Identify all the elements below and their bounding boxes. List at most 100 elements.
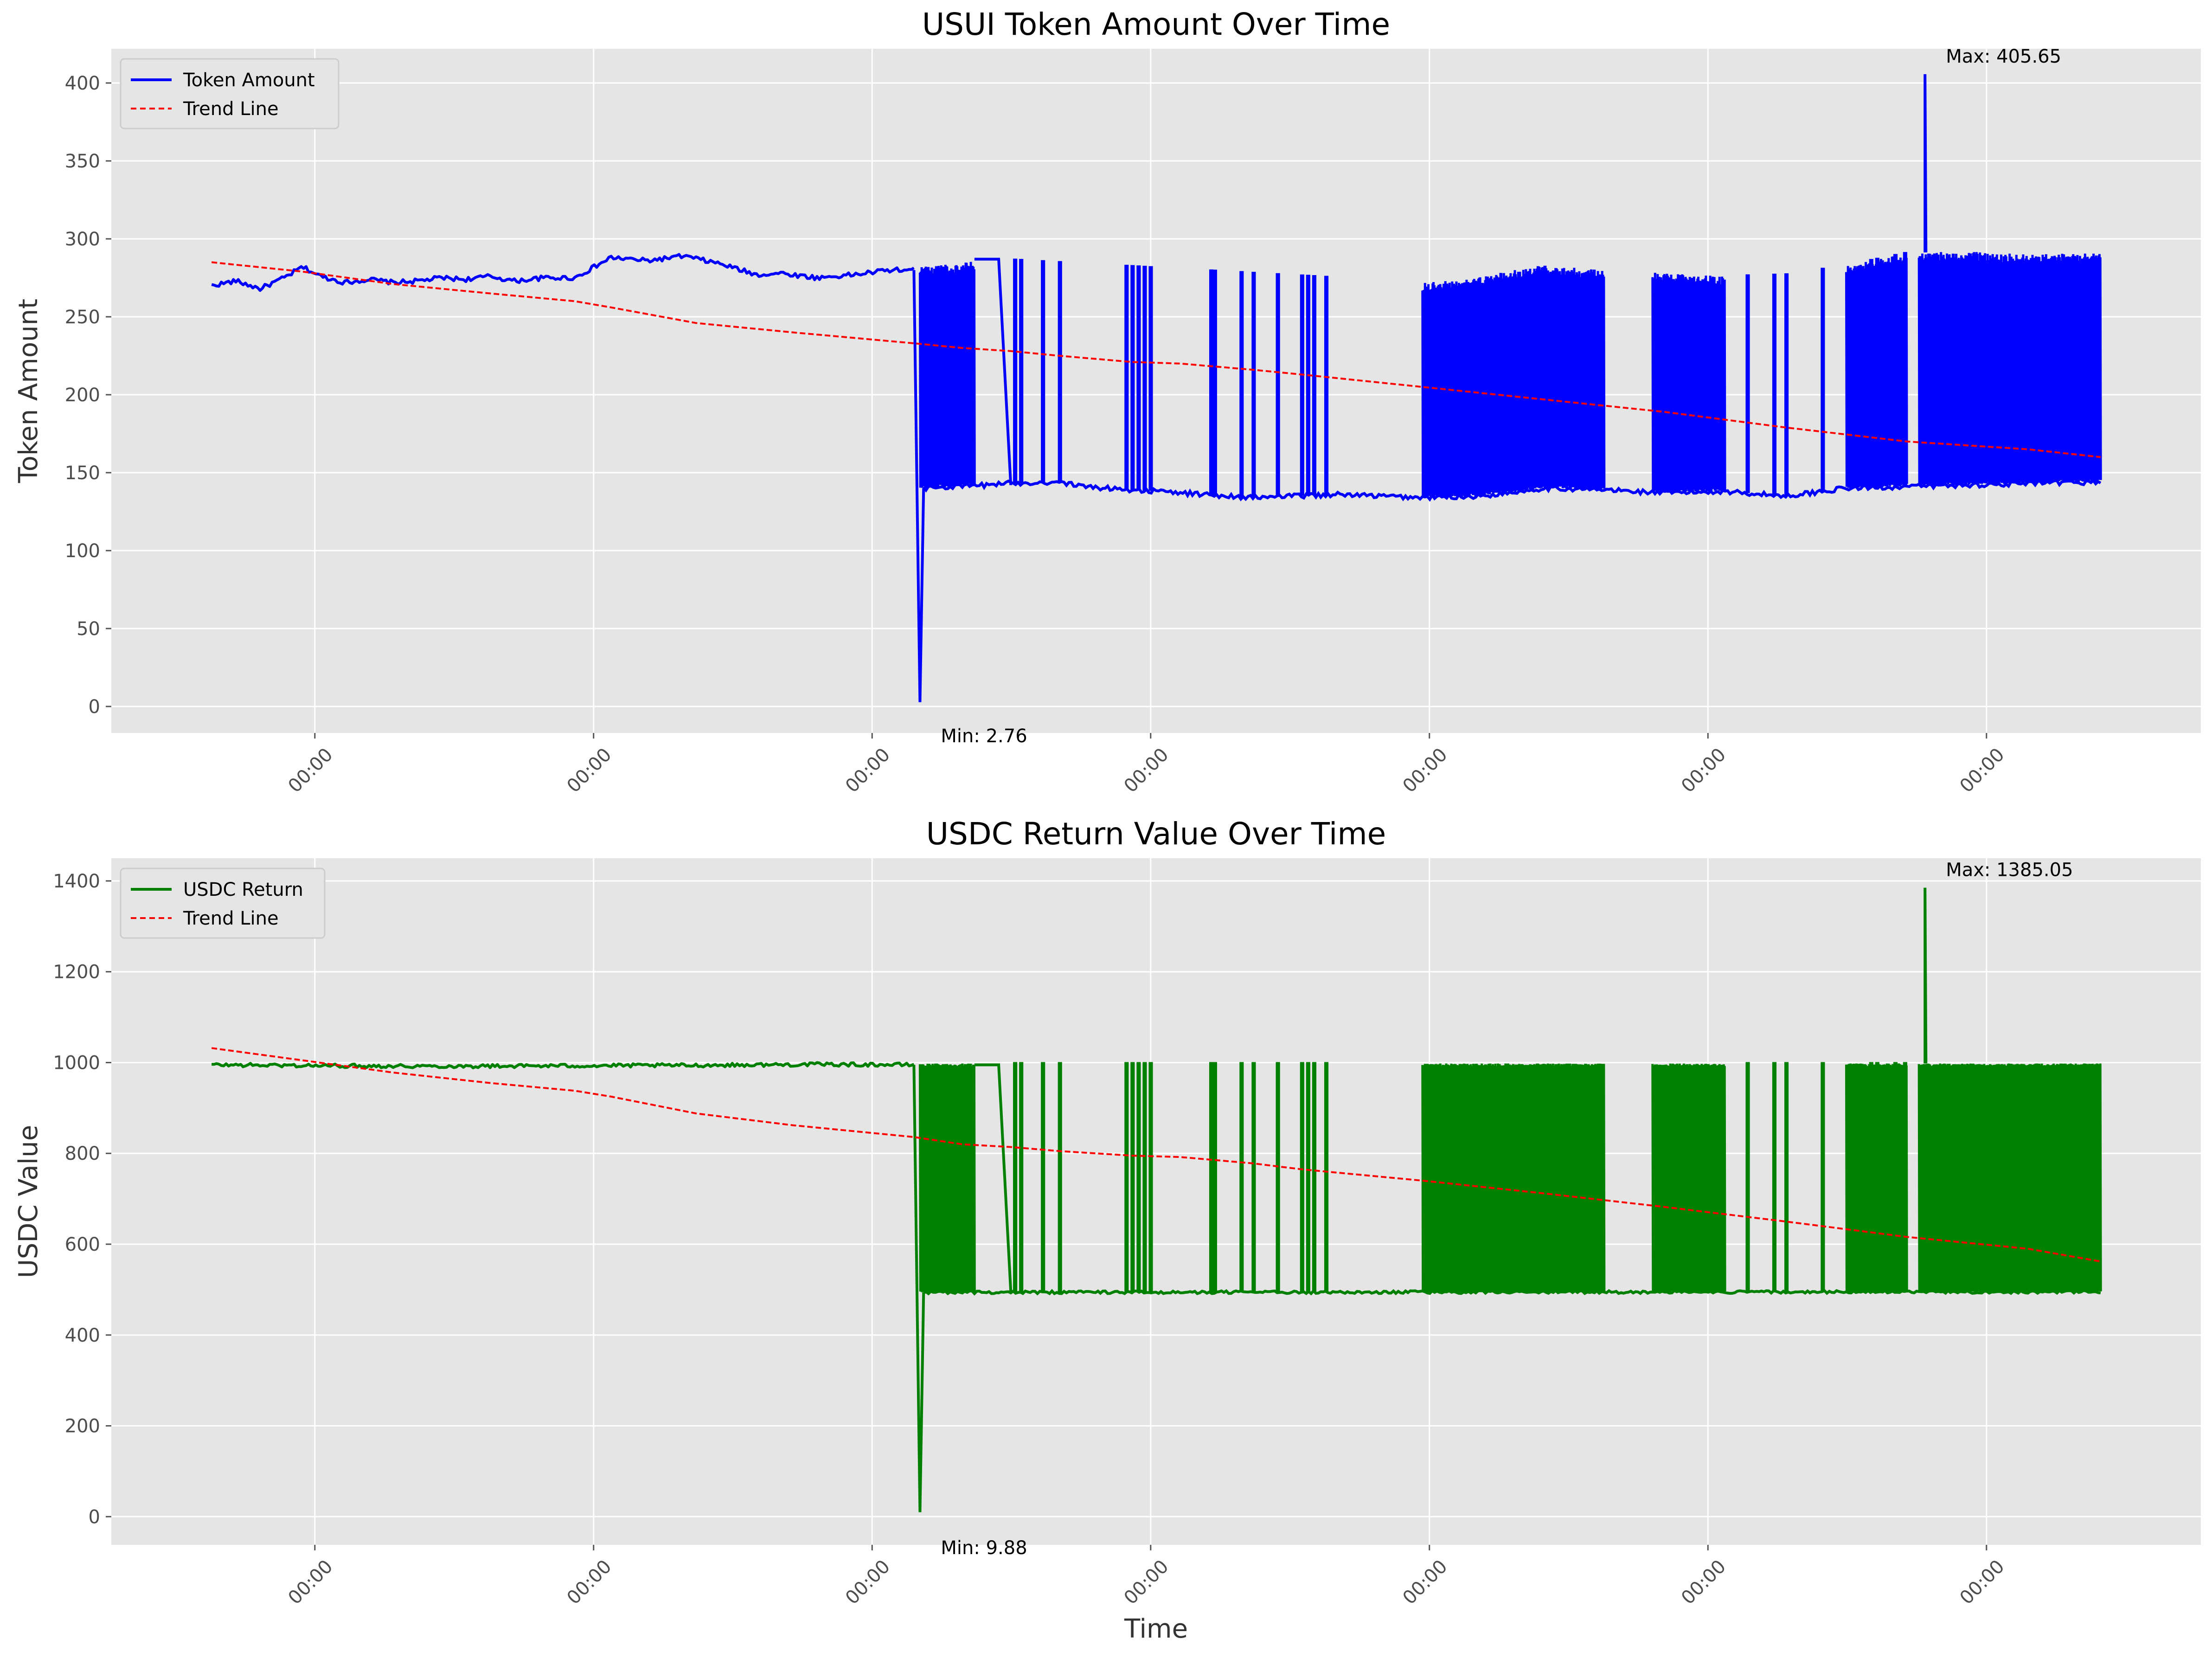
series-spike bbox=[1276, 273, 1280, 497]
series-spike bbox=[1058, 261, 1062, 482]
y-tick-label: 250 bbox=[65, 307, 100, 328]
series-line-drop bbox=[912, 1065, 925, 1512]
legend-label: Token Amount bbox=[183, 70, 315, 91]
series-spike bbox=[1058, 1062, 1062, 1292]
y-tick-label: 0 bbox=[89, 1506, 100, 1528]
y-tick-label: 0 bbox=[89, 696, 100, 718]
series-spike bbox=[1306, 275, 1310, 496]
series-dense-block bbox=[1421, 265, 1606, 497]
legend-label: USDC Return bbox=[183, 879, 303, 900]
trend-line bbox=[211, 1047, 2101, 1263]
series-spike bbox=[1239, 1062, 1244, 1292]
series-spike bbox=[1306, 1062, 1310, 1292]
y-tick-label: 1000 bbox=[53, 1052, 100, 1073]
x-tick-label: 00:00 bbox=[563, 744, 616, 797]
y-tick-label: 1400 bbox=[53, 871, 100, 892]
annotation-max: Max: 405.65 bbox=[1946, 46, 2061, 67]
series-spike bbox=[1212, 270, 1217, 495]
series-line-base bbox=[211, 253, 915, 292]
y-axis-ticks: 0 50 100 150 200 250 300 350 400 bbox=[65, 73, 111, 718]
series-layer bbox=[211, 74, 2102, 702]
series-line-base bbox=[212, 1061, 915, 1069]
y-tick-label: 400 bbox=[65, 73, 100, 94]
series-spike bbox=[1821, 268, 1825, 492]
series-spike bbox=[1019, 1062, 1024, 1292]
series-spike bbox=[1130, 1062, 1135, 1292]
series-spike bbox=[1745, 274, 1750, 493]
series-spike bbox=[1869, 259, 1873, 488]
x-tick-label: 00:00 bbox=[1956, 1556, 2009, 1609]
series-spike bbox=[1893, 254, 1898, 487]
series-dense-block bbox=[1917, 1063, 2102, 1292]
y-tick-label: 350 bbox=[65, 151, 100, 172]
x-tick-label: 00:00 bbox=[563, 1556, 616, 1609]
series-line-drop bbox=[912, 270, 925, 702]
series-spike bbox=[1209, 1062, 1214, 1292]
y-tick-label: 50 bbox=[77, 618, 100, 640]
legend-label: Trend Line bbox=[183, 98, 279, 120]
series-spike bbox=[1212, 1062, 1217, 1292]
series-spike bbox=[1239, 271, 1244, 497]
series-spike bbox=[1784, 1062, 1789, 1292]
x-tick-label: 00:00 bbox=[1956, 744, 2009, 797]
x-tick-label: 00:00 bbox=[1399, 744, 1452, 797]
x-tick-label: 00:00 bbox=[1677, 744, 1730, 797]
series-spike bbox=[1130, 265, 1135, 490]
y-tick-label: 1200 bbox=[53, 962, 100, 983]
series-spike bbox=[1772, 1062, 1777, 1292]
series-max-spike bbox=[1923, 74, 1928, 253]
legend: USDC Return Trend Line bbox=[120, 868, 326, 939]
series-spike bbox=[1772, 273, 1777, 495]
legend-label: Trend Line bbox=[183, 908, 279, 929]
series-line-transition bbox=[974, 1063, 1013, 1292]
x-tick-label: 00:00 bbox=[1120, 1556, 1173, 1609]
series-spike bbox=[1276, 1062, 1280, 1292]
series-spike bbox=[1324, 1062, 1329, 1292]
y-axis-label: Token Amount bbox=[13, 299, 44, 483]
series-spike bbox=[1013, 1062, 1018, 1292]
annotation-min: Min: 9.88 bbox=[941, 1537, 1027, 1559]
series-spike bbox=[1869, 1062, 1873, 1292]
series-spike bbox=[1875, 1062, 1879, 1292]
legend-box bbox=[120, 58, 340, 129]
series-dense-block bbox=[1651, 272, 1726, 493]
series-spike bbox=[1903, 252, 1907, 487]
series-dense-block bbox=[918, 1063, 976, 1292]
trend-line bbox=[211, 261, 2101, 458]
x-axis-ticks: 00:00 00:00 00:00 00:00 00:00 00:00 00:00 bbox=[284, 733, 2009, 797]
series-spike bbox=[1124, 264, 1129, 490]
chart-title: USDC Return Value Over Time bbox=[926, 816, 1386, 852]
x-tick-label: 00:00 bbox=[284, 1556, 337, 1609]
x-tick-label: 00:00 bbox=[284, 744, 337, 797]
y-axis-ticks: 0 200 400 600 800 1000 1200 1400 bbox=[53, 871, 111, 1528]
series-dense-block bbox=[1421, 1063, 1606, 1292]
series-spike bbox=[1784, 273, 1789, 496]
series-layer bbox=[211, 887, 2102, 1512]
x-tick-label: 00:00 bbox=[841, 1556, 894, 1609]
series-spike bbox=[1148, 1062, 1153, 1292]
legend-box bbox=[120, 868, 326, 939]
series-spike bbox=[1324, 276, 1329, 495]
series-spike bbox=[1300, 1062, 1304, 1292]
series-spike bbox=[1124, 1062, 1129, 1292]
x-tick-label: 00:00 bbox=[1120, 744, 1173, 797]
series-spike bbox=[1209, 269, 1214, 495]
annotation-min: Min: 2.76 bbox=[941, 726, 1027, 747]
series-spike bbox=[1019, 259, 1024, 483]
y-axis-label: USDC Value bbox=[13, 1125, 44, 1278]
series-max-spike bbox=[1923, 887, 1928, 1064]
annotation-max: Max: 1385.05 bbox=[1946, 860, 2073, 881]
series-spike bbox=[1821, 1062, 1825, 1292]
series-spike bbox=[1251, 1062, 1256, 1292]
series-dense-block bbox=[1651, 1063, 1726, 1292]
series-spike bbox=[1903, 1062, 1907, 1292]
series-spike bbox=[1312, 275, 1317, 495]
series-spike bbox=[1893, 1062, 1898, 1292]
series-spike bbox=[1041, 1062, 1045, 1292]
chart-title: USUI Token Amount Over Time bbox=[922, 6, 1390, 42]
y-tick-label: 600 bbox=[65, 1234, 100, 1255]
series-spike bbox=[1142, 1062, 1147, 1292]
y-tick-label: 300 bbox=[65, 229, 100, 250]
